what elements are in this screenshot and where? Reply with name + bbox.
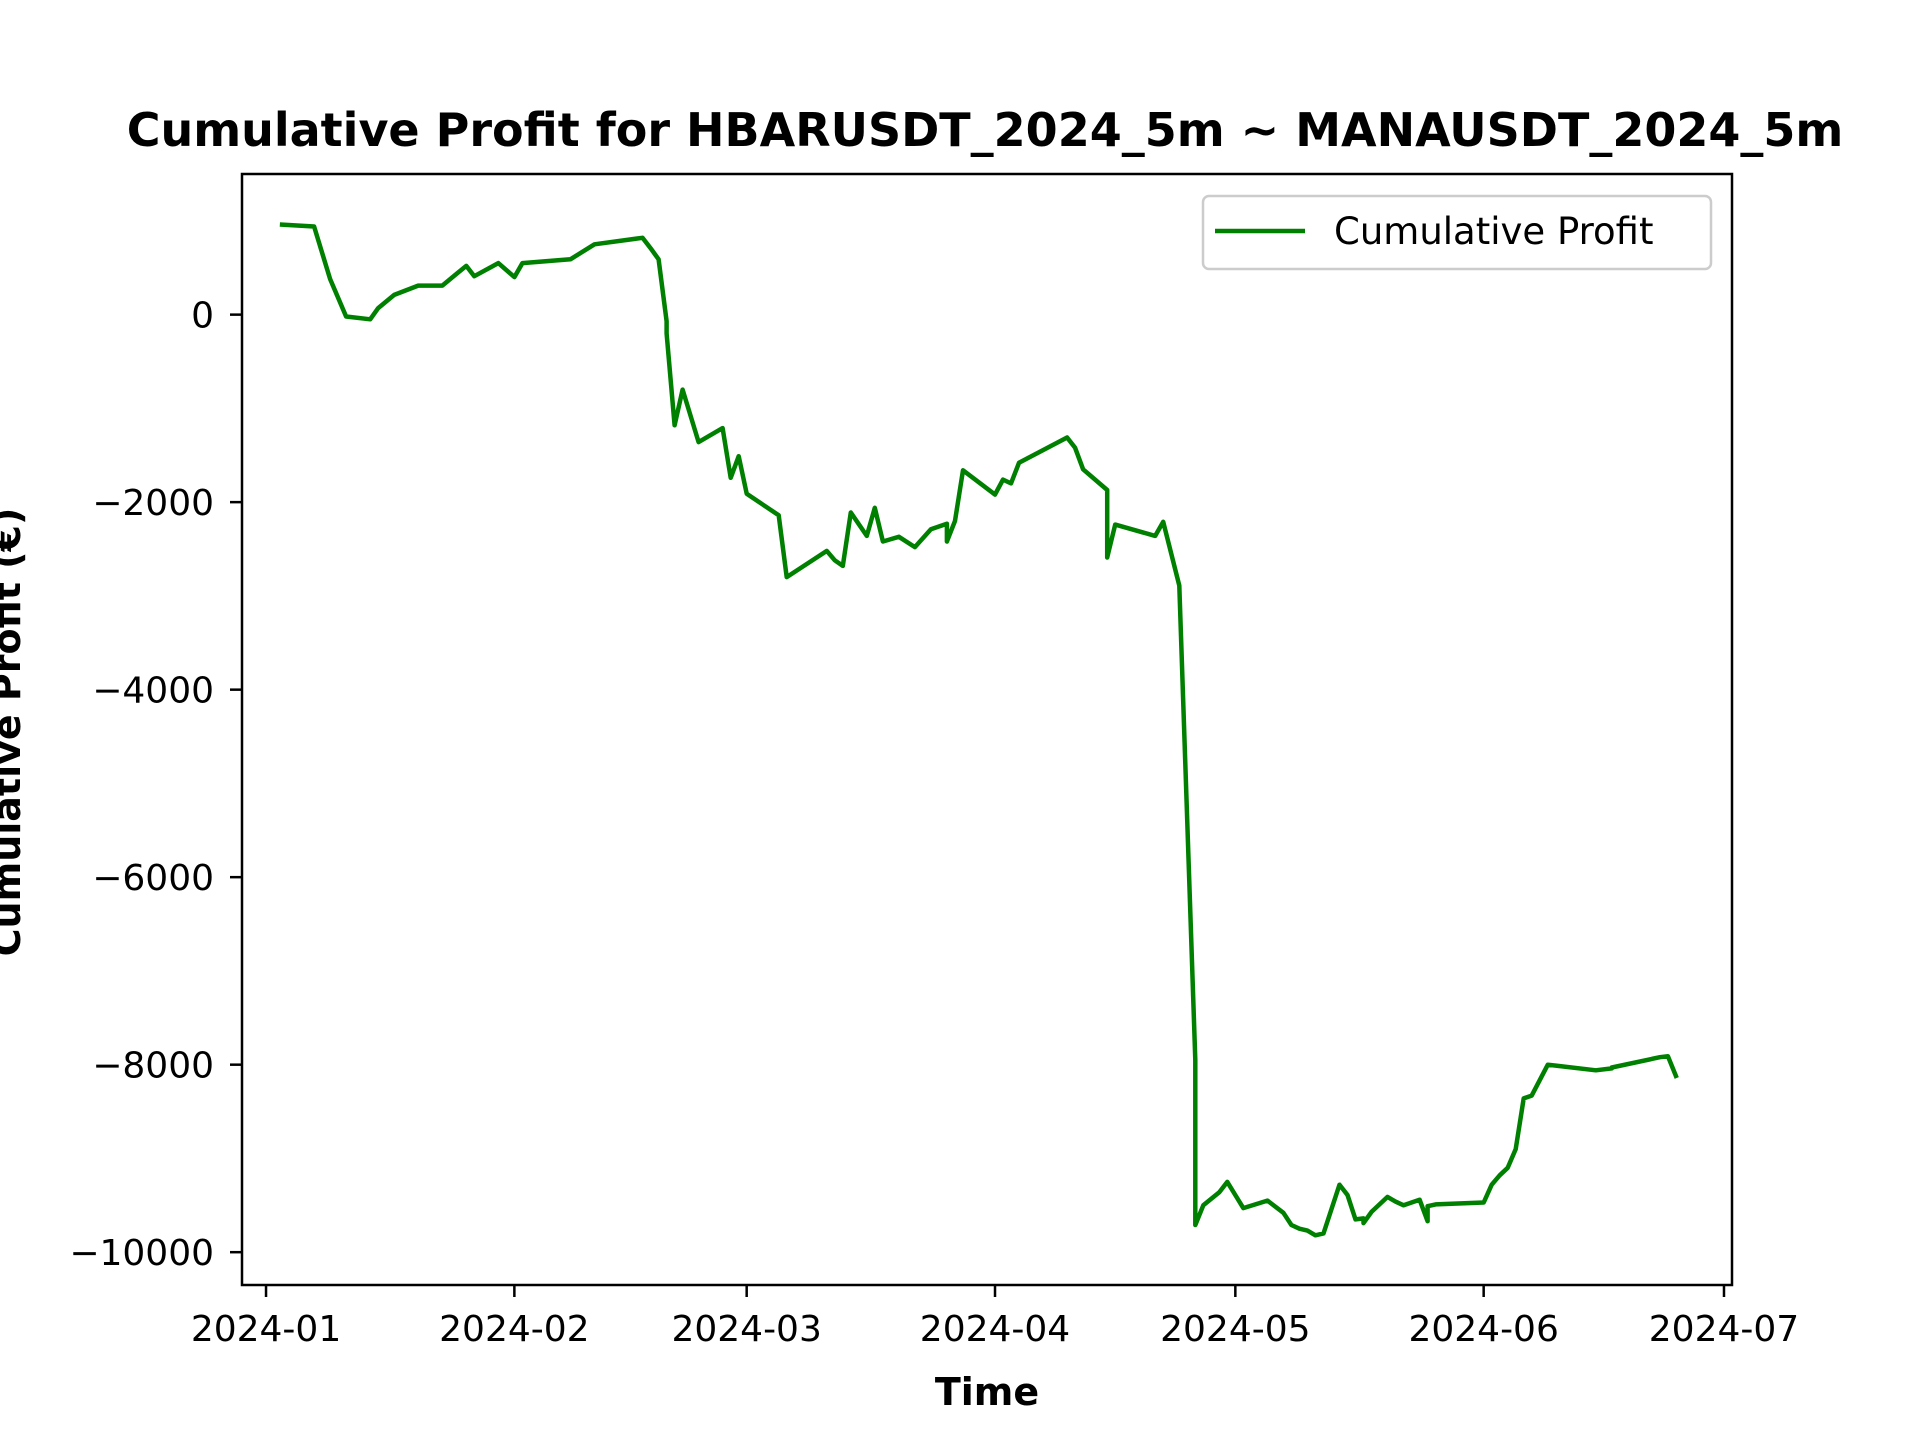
y-tick-label: −6000	[92, 858, 214, 899]
y-tick-label: −8000	[92, 1046, 214, 1087]
plot-frame	[240, 172, 1734, 1287]
axis-ticks: 2024-01 2024-02 2024-03 2024-04 2024-05 2024-…	[69, 296, 1799, 1350]
legend: Cumulative Profit	[1201, 194, 1713, 271]
y-tick-label: 0	[191, 296, 214, 337]
legend-box	[1201, 194, 1713, 271]
plot-area	[240, 172, 1734, 1287]
x-tick-label: 2024-07	[1649, 1309, 1799, 1350]
x-axis-label: Time	[935, 1370, 1039, 1414]
x-tick-label: 2024-05	[1160, 1309, 1310, 1350]
x-tick-label: 2024-02	[439, 1309, 589, 1350]
x-tick-label: 2024-06	[1408, 1309, 1558, 1350]
x-tick-label: 2024-04	[920, 1309, 1070, 1350]
x-tick-label: 2024-01	[191, 1309, 341, 1350]
chart-title: Cumulative Profit for HBARUSDT_2024_5m ~…	[127, 103, 1844, 157]
legend-entry-cumulative-profit: Cumulative Profit	[1334, 210, 1653, 253]
y-tick-label: −4000	[92, 671, 214, 712]
y-tick-label: −10000	[69, 1233, 214, 1274]
y-axis-label: Cumulative Profit (€)	[0, 508, 29, 957]
y-tick-label: −2000	[92, 483, 214, 524]
series-line-cumulative-profit	[279, 222, 1679, 1238]
x-tick-label: 2024-03	[671, 1309, 821, 1350]
